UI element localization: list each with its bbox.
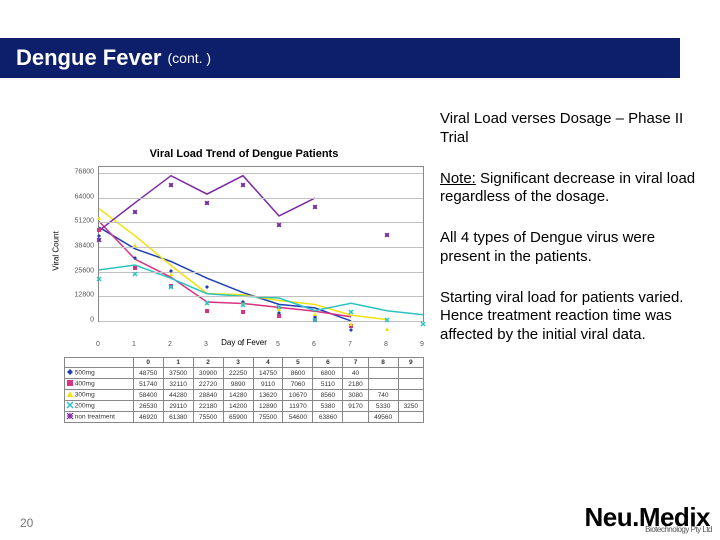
chart-lines-svg [99, 167, 423, 321]
legend-table: 0123456789 500mg487503750030900222501475… [64, 357, 424, 423]
note-paragraph: Note: Significant decrease in viral load… [440, 170, 700, 208]
x-tick-label: 4 [240, 341, 244, 348]
data-point [385, 309, 389, 327]
paragraph-dengue-types: All 4 types of Dengue virus were present… [440, 229, 700, 267]
logo-subtitle: Biotechnology Pty Ltd [645, 526, 712, 534]
page-number: 20 [20, 516, 33, 530]
data-point [97, 229, 101, 247]
data-point [349, 301, 353, 319]
plot-area [98, 166, 424, 322]
x-tick-label: 0 [96, 341, 100, 348]
data-point [421, 313, 425, 331]
note-text: Significant decrease in viral load regar… [440, 170, 695, 206]
y-tick-label: 38400 [64, 243, 94, 250]
data-point [133, 263, 137, 281]
x-tick-label: 5 [276, 341, 280, 348]
data-point [385, 224, 389, 242]
data-point [169, 174, 173, 192]
x-tick-label: 8 [384, 341, 388, 348]
data-point [169, 276, 173, 294]
x-tick-label: 1 [132, 341, 136, 348]
data-point [241, 174, 245, 192]
y-axis-label: Viral Count [52, 231, 61, 270]
x-tick-label: 3 [204, 341, 208, 348]
right-text-column: Viral Load verses Dosage – Phase II Tria… [440, 110, 700, 367]
chart-title: Viral Load Trend of Dengue Patients [64, 148, 424, 160]
data-point [313, 309, 317, 327]
footer: 20 Neu.Medix Biotechnology Pty Ltd [0, 504, 710, 530]
y-tick-label: 64000 [64, 193, 94, 200]
data-point [133, 234, 137, 252]
data-point [97, 268, 101, 286]
x-tick-label: 6 [312, 341, 316, 348]
title-bar: Dengue Fever (cont. ) [0, 38, 680, 78]
data-point [205, 292, 209, 310]
paragraph-varied-load: Starting viral load for patients varied.… [440, 289, 700, 345]
chart-panel: Viral Load Trend of Dengue Patients Vira… [64, 148, 424, 428]
note-label: Note: [440, 170, 476, 187]
right-heading: Viral Load verses Dosage – Phase II Tria… [440, 110, 700, 148]
slide-title-main: Dengue Fever [16, 45, 162, 71]
data-point [133, 201, 137, 219]
y-tick-label: 0 [64, 317, 94, 324]
data-point [97, 207, 101, 225]
slide-title-sub: (cont. ) [168, 50, 212, 66]
data-point [277, 296, 281, 314]
data-point [241, 294, 245, 312]
y-tick-label: 51200 [64, 218, 94, 225]
plot-area-wrap: Viral Count 0128002560038400512006400076… [64, 166, 424, 336]
y-tick-label: 12800 [64, 292, 94, 299]
x-tick-label: 7 [348, 341, 352, 348]
x-tick-label: 9 [420, 341, 424, 348]
data-point [205, 192, 209, 210]
data-point [277, 214, 281, 232]
x-tick-label: 2 [168, 341, 172, 348]
logo: Neu.Medix Biotechnology Pty Ltd [584, 504, 710, 530]
y-tick-label: 25600 [64, 267, 94, 274]
y-tick-label: 76800 [64, 169, 94, 176]
logo-part-a: Neu. [584, 502, 638, 532]
data-point [313, 196, 317, 214]
